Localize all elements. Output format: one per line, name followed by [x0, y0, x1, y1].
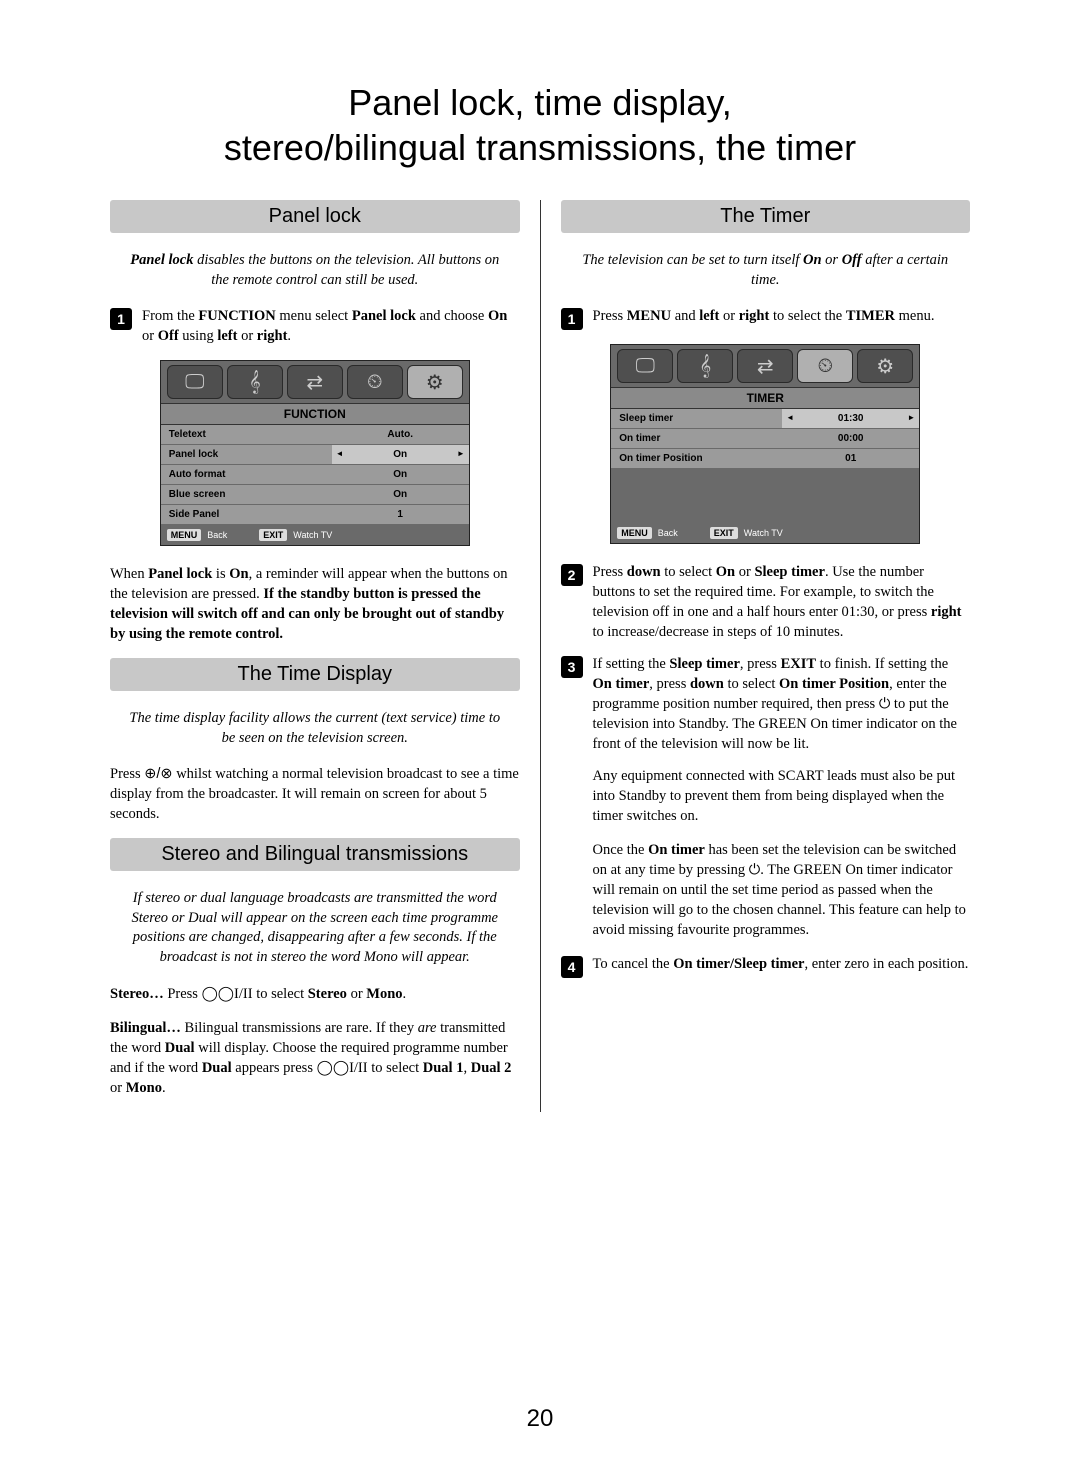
- osd-tag-exit: EXIT: [259, 529, 287, 541]
- osd-footer: MENUBack EXITWatch TV: [161, 525, 469, 545]
- panel-lock-step1: 1 From the FUNCTION menu select Panel lo…: [110, 306, 520, 346]
- header-timer: The Timer: [561, 200, 971, 233]
- header-panel-lock: Panel lock: [110, 200, 520, 233]
- osd-row: Auto formatOn: [161, 465, 469, 485]
- osd-row: On timer Position01: [611, 449, 919, 469]
- stereo-line1: Stereo… Press ◯◯I/II to select Stereo or…: [110, 984, 520, 1004]
- osd-row: TeletextAuto.: [161, 425, 469, 445]
- osd-function: 🖵 𝄞 ⇄ ⏲ ⚙ FUNCTION TeletextAuto. Panel l…: [160, 360, 470, 546]
- osd-icon-3: ⇄: [737, 349, 793, 383]
- osd-timer: 🖵 𝄞 ⇄ ⏲ ⚙ TIMER Sleep timer01:30 On time…: [610, 344, 920, 544]
- osd-row: Side Panel1: [161, 505, 469, 525]
- stereo-icon: ◯◯: [317, 1060, 349, 1076]
- osd-icon-1: 🖵: [167, 365, 223, 399]
- osd-title: FUNCTION: [161, 403, 469, 425]
- osd-icon-4: ⏲: [347, 365, 403, 399]
- timer-intro: The television can be set to turn itself…: [573, 251, 959, 290]
- panel-lock-after: When Panel lock is On, a reminder will a…: [110, 564, 520, 644]
- step-body: Press down to select On or Sleep timer. …: [593, 562, 971, 642]
- timer-step3: 3 If setting the Sleep timer, press EXIT…: [561, 654, 971, 754]
- osd-footer: MENUBack EXITWatch TV: [611, 523, 919, 543]
- osd-row: Sleep timer01:30: [611, 409, 919, 429]
- osd-row: Blue screenOn: [161, 485, 469, 505]
- stereo-intro: If stereo or dual language broadcasts ar…: [122, 889, 508, 967]
- left-column: Panel lock Panel lock disables the butto…: [100, 200, 540, 1112]
- timer-step3-p3: Once the On timer has been set the telev…: [593, 840, 971, 940]
- osd-icon-2: 𝄞: [227, 365, 283, 399]
- power-icon: ⏻: [879, 696, 890, 712]
- columns: Panel lock Panel lock disables the butto…: [100, 200, 980, 1112]
- osd-icon-3: ⇄: [287, 365, 343, 399]
- osd-icon-5: ⚙: [857, 349, 913, 383]
- right-column: The Timer The television can be set to t…: [541, 200, 981, 1112]
- osd-tag-exit: EXIT: [710, 527, 738, 539]
- step-body: To cancel the On timer/Sleep timer, ente…: [593, 954, 971, 978]
- step-number: 3: [561, 656, 583, 678]
- title-line1: Panel lock, time display,: [348, 82, 732, 123]
- header-time-display: The Time Display: [110, 658, 520, 691]
- stereo-icon: ◯◯: [202, 986, 234, 1002]
- step-number: 1: [110, 308, 132, 330]
- step-body: If setting the Sleep timer, press EXIT t…: [593, 654, 971, 754]
- osd-icon-1: 🖵: [617, 349, 673, 383]
- page-number: 20: [0, 1405, 1080, 1433]
- osd-icon-row: 🖵 𝄞 ⇄ ⏲ ⚙: [611, 345, 919, 387]
- step-number: 4: [561, 956, 583, 978]
- timer-step3-p2: Any equipment connected with SCART leads…: [593, 766, 971, 826]
- osd-tag-menu: MENU: [167, 529, 202, 541]
- timer-step2: 2 Press down to select On or Sleep timer…: [561, 562, 971, 642]
- timer-step1: 1 Press MENU and left or right to select…: [561, 306, 971, 330]
- timer-step4: 4 To cancel the On timer/Sleep timer, en…: [561, 954, 971, 978]
- step-number: 1: [561, 308, 583, 330]
- osd-tag-menu: MENU: [617, 527, 652, 539]
- time-display-body: Press ⊕/⊗ whilst watching a normal telev…: [110, 764, 520, 824]
- clock-icon: ⊕/⊗: [144, 766, 172, 782]
- stereo-line2: Bilingual… Bilingual transmissions are r…: [110, 1018, 520, 1098]
- osd-icon-4: ⏲: [797, 349, 853, 383]
- time-display-intro: The time display facility allows the cur…: [122, 709, 508, 748]
- osd-icon-5: ⚙: [407, 365, 463, 399]
- step-body: From the FUNCTION menu select Panel lock…: [142, 306, 520, 346]
- osd-icon-row: 🖵 𝄞 ⇄ ⏲ ⚙: [161, 361, 469, 403]
- osd-title: TIMER: [611, 387, 919, 409]
- step-body: Press MENU and left or right to select t…: [593, 306, 971, 330]
- step-number: 2: [561, 564, 583, 586]
- osd-row: Panel lockOn: [161, 445, 469, 465]
- osd-row: On timer00:00: [611, 429, 919, 449]
- title-line2: stereo/bilingual transmissions, the time…: [224, 127, 856, 168]
- page-title: Panel lock, time display, stereo/bilingu…: [100, 80, 980, 170]
- header-stereo: Stereo and Bilingual transmissions: [110, 838, 520, 871]
- panel-lock-intro: Panel lock disables the buttons on the t…: [122, 251, 508, 290]
- power-icon: ⏻: [749, 862, 760, 878]
- osd-icon-2: 𝄞: [677, 349, 733, 383]
